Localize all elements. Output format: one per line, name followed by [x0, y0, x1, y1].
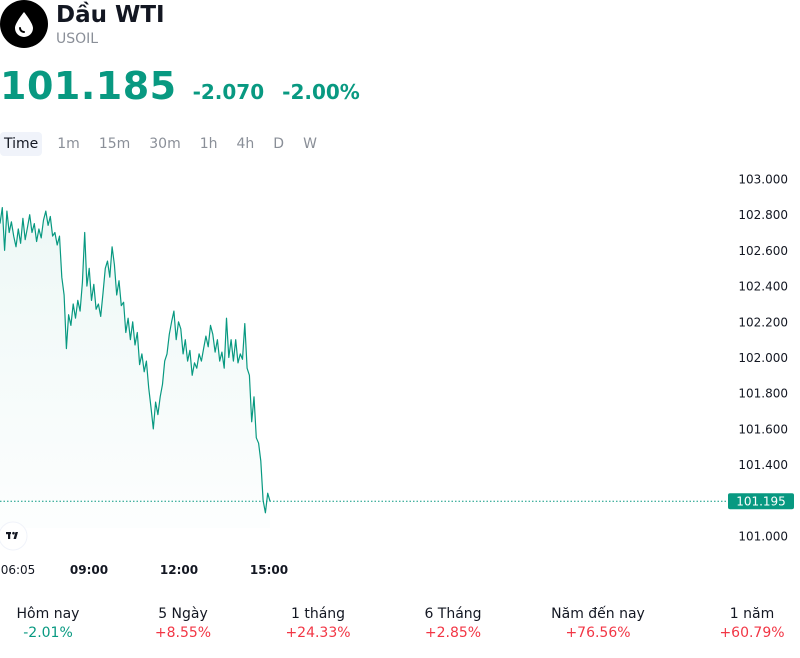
performance-label: 1 năm [729, 606, 775, 622]
instrument-symbol: USOIL [56, 31, 99, 47]
performance-value: +76.56% [565, 625, 631, 641]
y-tick-label: 103.000 [738, 173, 788, 187]
performance-label: 6 Tháng [424, 606, 482, 622]
performance-value: +8.55% [154, 625, 212, 641]
y-tick-label: 101.600 [738, 422, 788, 436]
x-tick-label: 09:00 [70, 563, 108, 577]
performance-label: Năm đến nay [551, 606, 645, 622]
x-tick-label: 12:00 [160, 563, 198, 577]
price-line [0, 207, 271, 514]
interval-tab-d[interactable]: D [273, 136, 285, 152]
symbol-header: Dầu WTI USOIL [0, 0, 400, 50]
performance-item[interactable]: 5 Ngày +8.55% [113, 604, 253, 642]
interval-tab-30m[interactable]: 30m [149, 136, 181, 152]
price-quote: 101.185 -2.070 -2.00% [0, 64, 360, 108]
performance-label: 1 tháng [290, 606, 346, 622]
interval-tab-time[interactable]: Time [0, 132, 43, 156]
oil-drop-icon [0, 0, 48, 48]
last-price: 101.185 [0, 64, 177, 108]
price-change-percent: -2.00% [282, 80, 360, 104]
y-tick-label: 102.000 [738, 351, 788, 365]
interval-tab-4h[interactable]: 4h [236, 136, 255, 152]
performance-value: +24.33% [285, 625, 351, 641]
x-tick-label: 06:05 [1, 563, 36, 577]
y-tick-label: 102.600 [738, 244, 788, 258]
instrument-title: Dầu WTI [56, 2, 165, 28]
interval-tab-1m[interactable]: 1m [57, 136, 80, 152]
x-tick-label: 15:00 [250, 563, 288, 577]
y-tick-label: 102.200 [738, 315, 788, 329]
y-tick-label: 102.400 [738, 280, 788, 294]
interval-tab-w[interactable]: W [303, 136, 317, 152]
performance-item[interactable]: 6 Tháng +2.85% [383, 604, 523, 642]
performance-item[interactable]: 1 tháng +24.33% [248, 604, 388, 642]
price-area-fill [0, 207, 270, 528]
performance-strip: Hôm nay -2.01% 5 Ngày +8.55% 1 tháng +24.33% 6… [0, 604, 800, 650]
performance-label: Hôm nay [16, 606, 80, 622]
price-chart[interactable]: 101.195 103.000 102.800 102.600 102.400 102.2… [0, 160, 800, 590]
last-price-label: 101.195 [736, 495, 786, 509]
price-change: -2.070 [192, 80, 265, 104]
last-price-label-bg [728, 493, 794, 510]
performance-item[interactable]: Năm đến nay +76.56% [528, 604, 668, 642]
y-tick-label: 101.800 [738, 387, 788, 401]
tradingview-logo-icon[interactable] [0, 521, 28, 551]
performance-label: 5 Ngày [158, 606, 208, 622]
interval-tab-15m[interactable]: 15m [98, 136, 131, 152]
y-tick-label: 102.800 [738, 208, 788, 222]
performance-value: -2.01% [23, 625, 73, 641]
interval-selector: Time 1m 15m 30m 1h 4h D W [0, 132, 332, 156]
y-tick-label: 101.000 [738, 530, 788, 544]
performance-value: +2.85% [424, 625, 482, 641]
performance-item[interactable]: 1 năm +60.79% [682, 604, 800, 642]
interval-tab-1h[interactable]: 1h [199, 136, 218, 152]
performance-value: +60.79% [719, 625, 785, 641]
y-tick-label: 101.400 [738, 458, 788, 472]
performance-item[interactable]: Hôm nay -2.01% [0, 604, 118, 642]
